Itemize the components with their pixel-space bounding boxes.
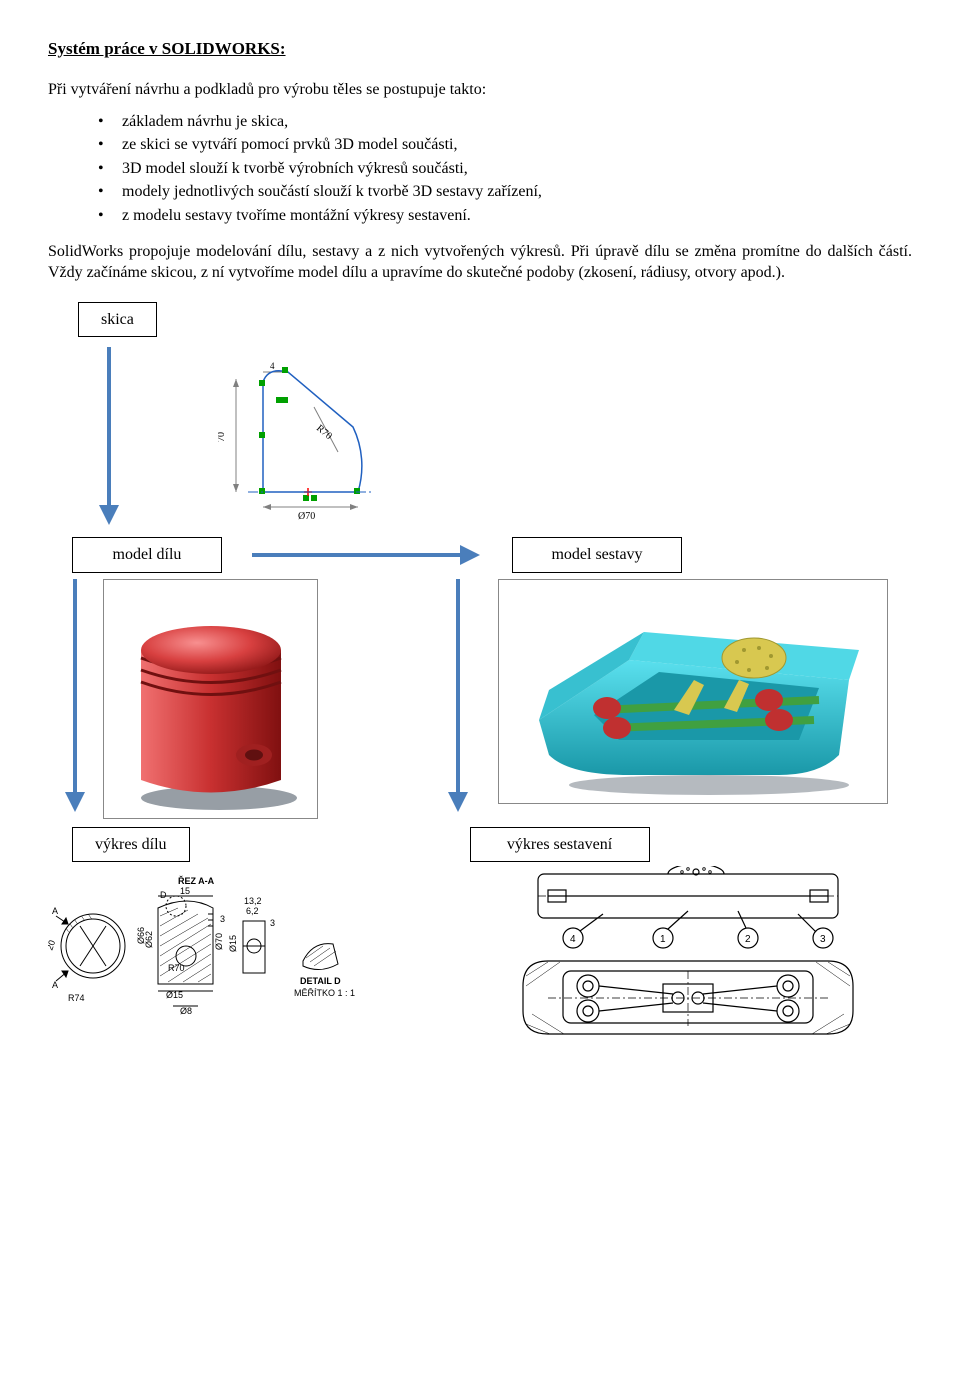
list-item: ze skici se vytváří pomocí prvků 3D mode… bbox=[98, 134, 912, 156]
assembly-model bbox=[498, 579, 888, 804]
skica-label: skica bbox=[78, 302, 157, 338]
svg-text:4: 4 bbox=[570, 934, 576, 945]
list-item: modely jednotlivých součástí slouží k tv… bbox=[98, 181, 912, 203]
arrow-right-icon bbox=[252, 541, 482, 569]
arrow-down-icon bbox=[443, 579, 473, 814]
model-sestavy-label: model sestavy bbox=[512, 537, 682, 573]
svg-text:3: 3 bbox=[270, 918, 275, 928]
bullet-list: základem návrhu je skica, ze skici se vy… bbox=[48, 111, 912, 227]
dim-70: 70 bbox=[218, 432, 227, 442]
svg-text:15: 15 bbox=[180, 886, 190, 896]
svg-text:6,2: 6,2 bbox=[246, 906, 259, 916]
svg-text:D: D bbox=[160, 890, 167, 900]
svg-text:A: A bbox=[52, 980, 58, 990]
dim-4: 4 bbox=[270, 361, 275, 371]
drawings-row: A A 20 R74 ŘEZ A-A D bbox=[48, 866, 912, 1041]
list-item: 3D model slouží k tvorbě výrobních výkre… bbox=[98, 158, 912, 180]
arrow-down-icon bbox=[60, 579, 90, 814]
list-item: základem návrhu je skica, bbox=[98, 111, 912, 133]
svg-text:DETAIL D: DETAIL D bbox=[300, 976, 341, 986]
models-row bbox=[48, 579, 912, 819]
model-dilu-label: model dílu bbox=[72, 537, 222, 573]
svg-text:R74: R74 bbox=[68, 993, 85, 1003]
svg-text:ŘEZ A-A: ŘEZ A-A bbox=[178, 875, 215, 886]
svg-text:Ø62: Ø62 bbox=[144, 931, 154, 948]
svg-text:3: 3 bbox=[820, 934, 826, 945]
arrow-down-icon bbox=[94, 347, 124, 527]
list-item: z modelu sestavy tvoříme montážní výkres… bbox=[98, 205, 912, 227]
svg-text:20: 20 bbox=[48, 939, 57, 952]
intro-text: Při vytváření návrhu a podkladů pro výro… bbox=[48, 79, 912, 101]
svg-text:3: 3 bbox=[220, 914, 225, 924]
vykres-dilu-label: výkres dílu bbox=[72, 827, 190, 863]
row-models-labels: model dílu model sestavy bbox=[48, 537, 912, 573]
piston-drawing: A A 20 R74 ŘEZ A-A D bbox=[48, 866, 448, 1031]
svg-text:Ø8: Ø8 bbox=[180, 1006, 192, 1016]
page-title: Systém práce v SOLIDWORKS: bbox=[48, 38, 912, 61]
svg-text:Ø70: Ø70 bbox=[214, 933, 224, 950]
piston-model bbox=[103, 579, 318, 819]
svg-text:R70: R70 bbox=[168, 963, 185, 973]
dim-d70: Ø70 bbox=[298, 511, 315, 522]
vykres-sestaveni-label: výkres sestavení bbox=[470, 827, 650, 863]
svg-text:13,2: 13,2 bbox=[244, 896, 262, 906]
svg-text:1: 1 bbox=[660, 934, 666, 945]
row-drawings-labels: výkres dílu výkres sestavení bbox=[48, 827, 912, 863]
paragraph: SolidWorks propojuje modelování dílu, se… bbox=[48, 241, 912, 284]
svg-text:2: 2 bbox=[745, 934, 751, 945]
svg-text:MĚŘÍTKO 1 : 1: MĚŘÍTKO 1 : 1 bbox=[294, 988, 355, 998]
svg-text:Ø15: Ø15 bbox=[228, 935, 238, 952]
sketch-2d: 70 4 R70 Ø70 bbox=[218, 347, 418, 527]
svg-text:A: A bbox=[52, 906, 58, 916]
assembly-drawing: 4 1 2 3 bbox=[488, 866, 888, 1041]
sketch-figure: 70 4 R70 Ø70 bbox=[58, 347, 912, 537]
